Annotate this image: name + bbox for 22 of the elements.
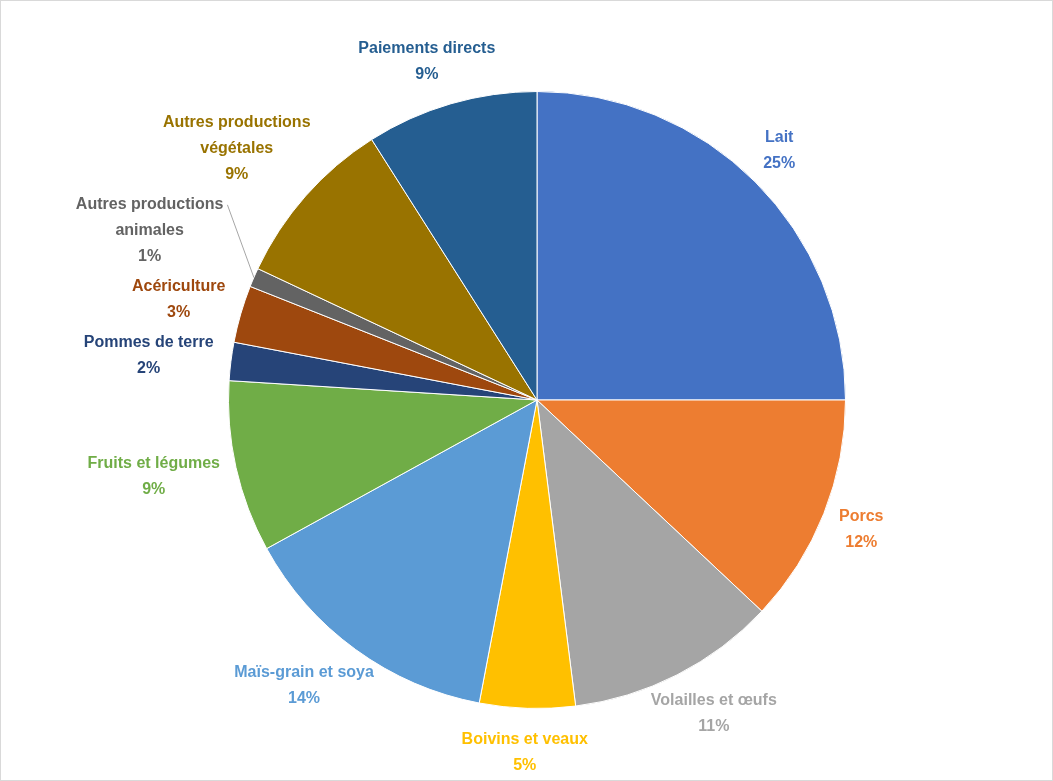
slice-label: Acériculture bbox=[131, 277, 226, 295]
data-label: 9% bbox=[142, 480, 166, 498]
data-label: 5% bbox=[513, 755, 537, 773]
slice-label: Pommes de terre bbox=[83, 333, 214, 351]
data-label: 3% bbox=[167, 303, 191, 321]
slice-label: Porcs bbox=[839, 507, 884, 525]
slice-label: Autres productions animales bbox=[75, 195, 224, 239]
data-label: 25% bbox=[763, 154, 796, 172]
data-label: 12% bbox=[845, 533, 878, 551]
slice-label: Paiements directs bbox=[358, 38, 496, 56]
data-label: 11% bbox=[698, 717, 730, 735]
slice-label: Volailles et œufs bbox=[650, 691, 777, 709]
data-label: 2% bbox=[137, 359, 161, 377]
slice-label: Maïs-grain et soya bbox=[234, 662, 374, 680]
data-label: 1% bbox=[138, 247, 162, 265]
data-label: 14% bbox=[288, 688, 321, 706]
data-label: 9% bbox=[415, 64, 439, 82]
slice-label: Boivins et veaux bbox=[461, 729, 588, 747]
slice-label: Lait bbox=[764, 128, 795, 146]
slice-label: Fruits et légumes bbox=[87, 454, 221, 472]
slice-label: Autres productions végétales bbox=[162, 113, 311, 157]
data-label: 9% bbox=[225, 165, 249, 183]
